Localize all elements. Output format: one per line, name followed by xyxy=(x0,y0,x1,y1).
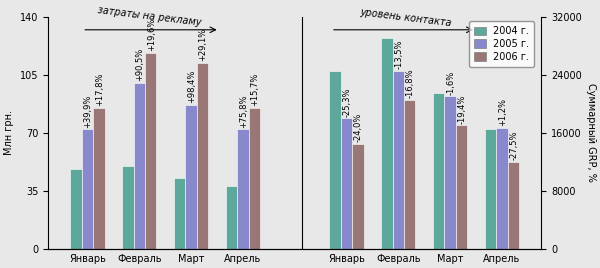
Bar xyxy=(237,129,248,249)
Text: -16,8%: -16,8% xyxy=(406,69,415,98)
Text: +29,1%: +29,1% xyxy=(199,28,208,61)
Text: +15,7%: +15,7% xyxy=(250,73,259,106)
Bar xyxy=(185,105,197,249)
Text: +1,2%: +1,2% xyxy=(498,98,507,126)
Bar xyxy=(392,71,404,249)
Y-axis label: Млн грн.: Млн грн. xyxy=(4,110,14,155)
Bar xyxy=(352,144,364,249)
Bar xyxy=(381,38,392,249)
Bar xyxy=(174,178,185,249)
Bar xyxy=(445,96,456,249)
Text: +90,5%: +90,5% xyxy=(136,48,145,81)
Legend: 2004 г., 2005 г., 2006 г.: 2004 г., 2005 г., 2006 г. xyxy=(469,21,534,67)
Text: +75,8%: +75,8% xyxy=(239,94,248,128)
Bar xyxy=(485,129,496,249)
Bar xyxy=(145,53,157,249)
Bar xyxy=(329,71,341,249)
Bar xyxy=(93,108,104,249)
Bar xyxy=(496,128,508,249)
Text: +39,9%: +39,9% xyxy=(83,94,92,128)
Bar xyxy=(134,83,145,249)
Text: +17,8%: +17,8% xyxy=(95,73,104,106)
Bar xyxy=(404,100,415,249)
Text: +98,4%: +98,4% xyxy=(187,69,196,103)
Bar xyxy=(456,125,467,249)
Bar xyxy=(122,166,134,249)
Bar xyxy=(197,63,208,249)
Bar xyxy=(82,129,93,249)
Bar xyxy=(248,108,260,249)
Y-axis label: Суммарный GRP, %: Суммарный GRP, % xyxy=(586,83,596,182)
Text: затраты на рекламу: затраты на рекламу xyxy=(97,5,202,28)
Text: -24,0%: -24,0% xyxy=(354,113,363,142)
Bar xyxy=(433,93,445,249)
Text: уровень контакта: уровень контакта xyxy=(359,7,452,28)
Bar xyxy=(226,186,237,249)
Text: +19,6%: +19,6% xyxy=(146,18,155,51)
Text: -1,6%: -1,6% xyxy=(446,70,455,95)
Bar xyxy=(70,169,82,249)
Text: -19,4%: -19,4% xyxy=(458,94,467,124)
Text: -13,5%: -13,5% xyxy=(394,40,403,69)
Bar xyxy=(508,162,519,249)
Bar xyxy=(341,118,352,249)
Text: -25,3%: -25,3% xyxy=(343,87,352,117)
Text: -27,5%: -27,5% xyxy=(509,131,518,160)
